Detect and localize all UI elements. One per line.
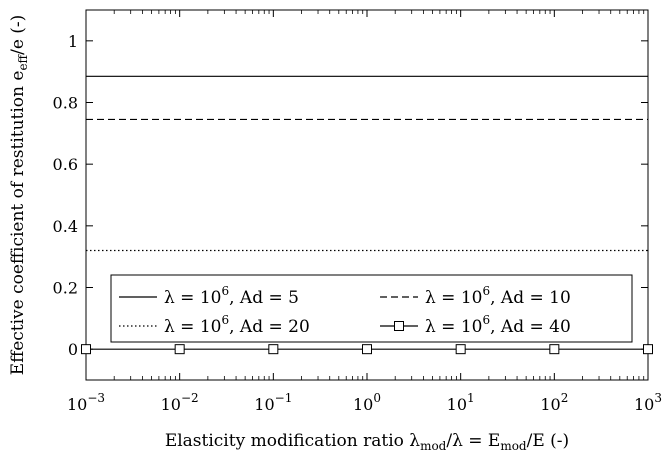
x-axis-label-sub2: mod bbox=[500, 439, 527, 453]
y-axis-label-sub: eff bbox=[16, 53, 30, 70]
legend-label-2: λ = 106, Ad = 10 bbox=[425, 284, 571, 308]
x-tick-base: 10 bbox=[353, 395, 373, 414]
series-marker-4 bbox=[455, 344, 466, 355]
legend-label-suffix: , Ad = 10 bbox=[490, 288, 571, 308]
x-tick-base: 10 bbox=[254, 395, 274, 414]
series-marker-4 bbox=[362, 344, 372, 355]
legend-label-exponent: 6 bbox=[221, 284, 229, 298]
legend-label-prefix: λ = 10 bbox=[164, 317, 221, 337]
x-tick-exponent: 1 bbox=[467, 391, 475, 405]
series-group bbox=[81, 75, 653, 355]
x-tick-base: 10 bbox=[447, 395, 467, 414]
series-marker-4 bbox=[174, 344, 185, 355]
x-tick-exponent: 2 bbox=[561, 391, 569, 405]
legend-label-suffix: , Ad = 20 bbox=[229, 317, 310, 337]
x-axis-label: Elasticity modification ratio λmod/λ = E… bbox=[165, 431, 569, 453]
y-tick-label: 0.4 bbox=[53, 217, 78, 236]
x-tick-base: 10 bbox=[634, 395, 654, 414]
legend-label-exponent: 6 bbox=[482, 313, 490, 327]
x-axis-label-mid: /λ = E bbox=[446, 431, 500, 451]
x-axis-label-post: /E (-) bbox=[527, 431, 570, 451]
legend-box bbox=[110, 274, 633, 343]
y-tick-label: 1 bbox=[68, 32, 78, 51]
legend-label-prefix: λ = 10 bbox=[425, 288, 482, 308]
legend-label-exponent: 6 bbox=[221, 313, 229, 327]
y-tick-label: 0.6 bbox=[53, 155, 78, 174]
x-tick-label: 100 bbox=[353, 391, 381, 414]
series-marker-4 bbox=[643, 344, 653, 355]
y-tick-label: 0.2 bbox=[53, 279, 78, 298]
legend-label-1: λ = 106, Ad = 5 bbox=[164, 284, 299, 308]
x-tick-base: 10 bbox=[67, 395, 87, 414]
legend-label-4: λ = 106, Ad = 40 bbox=[425, 313, 571, 337]
x-tick-base: 10 bbox=[161, 395, 181, 414]
y-axis-label-post: /e (-) bbox=[8, 15, 28, 55]
x-tick-exponent: −3 bbox=[87, 391, 105, 405]
x-tick-label: 10−2 bbox=[161, 391, 199, 414]
x-tick-exponent: 0 bbox=[373, 391, 381, 405]
y-axis-ticks: 0 0.2 0.4 0.6 0.8 1 bbox=[53, 32, 648, 359]
x-tick-label: 102 bbox=[540, 391, 568, 414]
x-tick-label: 103 bbox=[634, 391, 662, 414]
legend-label-prefix: λ = 10 bbox=[164, 288, 221, 308]
legend-label-suffix: , Ad = 40 bbox=[490, 317, 571, 337]
y-tick-label: 0 bbox=[68, 340, 78, 359]
x-tick-exponent: −1 bbox=[275, 391, 293, 405]
x-axis-label-pre: Elasticity modification ratio λ bbox=[165, 431, 420, 451]
series-marker-4 bbox=[268, 344, 279, 355]
y-axis-label-pre: Effective coefficient of restitution e bbox=[8, 71, 28, 376]
legend-label-3: λ = 106, Ad = 20 bbox=[164, 313, 310, 337]
x-tick-label: 10−1 bbox=[254, 391, 292, 414]
legend-label-exponent: 6 bbox=[482, 284, 490, 298]
minor-ticks bbox=[113, 10, 645, 380]
legend-label-suffix: , Ad = 5 bbox=[229, 288, 299, 308]
y-axis-label: Effective coefficient of restitution eef… bbox=[8, 15, 30, 376]
x-axis-label-sub1: mod bbox=[420, 439, 447, 453]
x-tick-exponent: 3 bbox=[654, 391, 662, 405]
series-marker-4 bbox=[81, 344, 91, 355]
y-tick-label: 0.8 bbox=[53, 94, 78, 113]
legend-marker-4 bbox=[394, 321, 404, 331]
legend-label-prefix: λ = 10 bbox=[425, 317, 482, 337]
x-axis-ticks: 10−3 10−2 10−1 100 101 102 103 bbox=[67, 10, 662, 414]
x-tick-label: 101 bbox=[447, 391, 475, 414]
x-tick-base: 10 bbox=[540, 395, 560, 414]
x-tick-exponent: −2 bbox=[181, 391, 199, 405]
x-tick-label: 10−3 bbox=[67, 391, 105, 414]
series-marker-4 bbox=[549, 344, 560, 355]
